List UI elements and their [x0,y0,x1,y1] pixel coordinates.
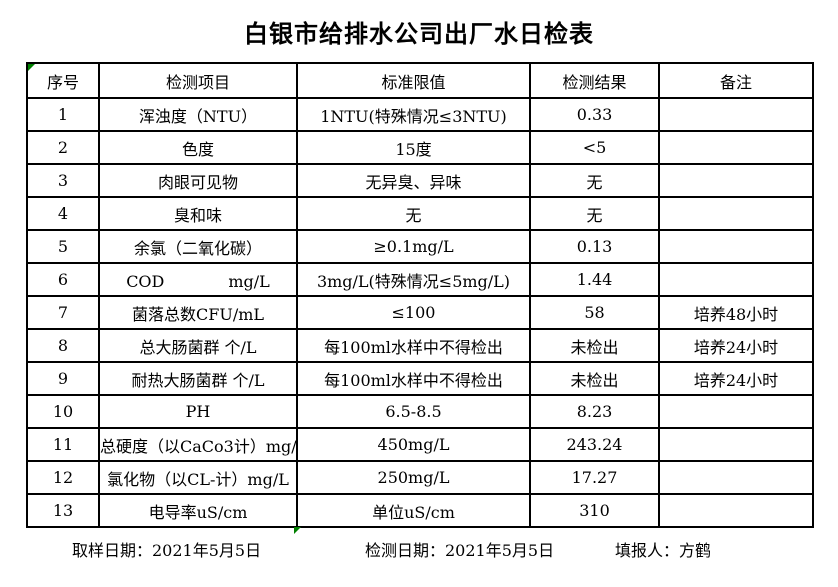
cell-no: 13 [26,493,100,528]
table-row: 5 余氯（二氧化碳） ≥0.1mg/L 0.13 [26,229,814,264]
table-row: 2 色度 15度 <5 [26,130,814,165]
cell-item: 电导率uS/cm [98,493,298,528]
cell-no: 5 [26,229,100,264]
cell-note [658,97,814,132]
col-header-item: 检测项目 [98,62,298,99]
cell-no: 11 [26,427,100,462]
cell-result: 未检出 [529,328,660,363]
cell-result: 未检出 [529,361,660,396]
col-header-no: 序号 [26,62,100,99]
cell-no: 3 [26,163,100,198]
cell-item: 余氯（二氧化碳） [98,229,298,264]
cell-result: 无 [529,196,660,231]
cell-item: 耐热大肠菌群 个/L [98,361,298,396]
cell-result: 无 [529,163,660,198]
cell-result: 243.24 [529,427,660,462]
table-row: 10 PH 6.5-8.5 8.23 [26,394,814,429]
reporter: 填报人：方鹤 [615,541,712,560]
cell-result: 0.13 [529,229,660,264]
cell-standard: 每100ml水样中不得检出 [296,361,531,396]
table-row: 6 COD mg/L 3mg/L(特殊情况≤5mg/L) 1.44 [26,262,814,297]
header-row: 序号 检测项目 标准限值 检测结果 备注 [26,62,814,99]
table-row: 1 浑浊度（NTU） 1NTU(特殊情况≤3NTU) 0.33 [26,97,814,132]
cell-standard: 3mg/L(特殊情况≤5mg/L) [296,262,531,297]
cell-no: 9 [26,361,100,396]
cell-no: 2 [26,130,100,165]
table-body: 1 浑浊度（NTU） 1NTU(特殊情况≤3NTU) 0.33 2 色度 15度… [26,97,814,528]
col-header-result: 检测结果 [529,62,660,99]
table-row: 3 肉眼可见物 无异臭、异味 无 [26,163,814,198]
cell-item: 氯化物（以CL-计）mg/L [98,460,298,495]
cell-standard: 15度 [296,130,531,165]
cell-result: 1.44 [529,262,660,297]
inspection-table: 序号 检测项目 标准限值 检测结果 备注 1 浑浊度（NTU） 1NTU(特殊情… [26,62,814,528]
table-row: 4 臭和味 无 无 [26,196,814,231]
excel-bottom-marker-icon [294,527,301,534]
cell-item: 臭和味 [98,196,298,231]
cell-item: 肉眼可见物 [98,163,298,198]
cell-item: COD mg/L [98,262,298,297]
cell-no: 10 [26,394,100,429]
table-row: 7 菌落总数CFU/mL ≤100 58 培养48小时 [26,295,814,330]
cell-standard: 单位uS/cm [296,493,531,528]
cell-note [658,163,814,198]
cell-note [658,427,814,462]
cell-item: 色度 [98,130,298,165]
cell-note [658,229,814,264]
cell-item: 总硬度（以CaCo3计）mg/L [98,427,298,462]
cell-note [658,493,814,528]
cell-item: 总大肠菌群 个/L [98,328,298,363]
cell-standard: ≤100 [296,295,531,330]
cell-result: 310 [529,493,660,528]
cell-note: 培养24小时 [658,361,814,396]
excel-corner-marker-icon [28,64,35,71]
cell-standard: 250mg/L [296,460,531,495]
cell-no: 7 [26,295,100,330]
cell-no: 4 [26,196,100,231]
cell-no: 8 [26,328,100,363]
cell-result: <5 [529,130,660,165]
table-row: 11 总硬度（以CaCo3计）mg/L 450mg/L 243.24 [26,427,814,462]
table-row: 12 氯化物（以CL-计）mg/L 250mg/L 17.27 [26,460,814,495]
cell-standard: 无 [296,196,531,231]
cell-standard: 1NTU(特殊情况≤3NTU) [296,97,531,132]
cell-note: 培养24小时 [658,328,814,363]
sampling-date: 取样日期：2021年5月5日 [72,541,262,560]
col-header-standard: 标准限值 [296,62,531,99]
cell-standard: ≥0.1mg/L [296,229,531,264]
page-title: 白银市给排水公司出厂水日检表 [244,19,594,48]
cell-item: PH [98,394,298,429]
cell-standard: 每100ml水样中不得检出 [296,328,531,363]
cell-note [658,196,814,231]
cell-no: 6 [26,262,100,297]
table-row: 13 电导率uS/cm 单位uS/cm 310 [26,493,814,528]
cell-item: 浑浊度（NTU） [98,97,298,132]
cell-result: 58 [529,295,660,330]
cell-note [658,394,814,429]
cell-note [658,130,814,165]
cell-note: 培养48小时 [658,295,814,330]
test-date: 检测日期：2021年5月5日 [365,541,555,560]
cell-item: 菌落总数CFU/mL [98,295,298,330]
table-row: 9 耐热大肠菌群 个/L 每100ml水样中不得检出 未检出 培养24小时 [26,361,814,396]
cell-standard: 无异臭、异味 [296,163,531,198]
col-header-note: 备注 [658,62,814,99]
cell-result: 17.27 [529,460,660,495]
cell-note [658,460,814,495]
cell-standard: 450mg/L [296,427,531,462]
cell-note [658,262,814,297]
cell-standard: 6.5-8.5 [296,394,531,429]
cell-no: 12 [26,460,100,495]
cell-no: 1 [26,97,100,132]
cell-result: 8.23 [529,394,660,429]
cell-result: 0.33 [529,97,660,132]
table-row: 8 总大肠菌群 个/L 每100ml水样中不得检出 未检出 培养24小时 [26,328,814,363]
